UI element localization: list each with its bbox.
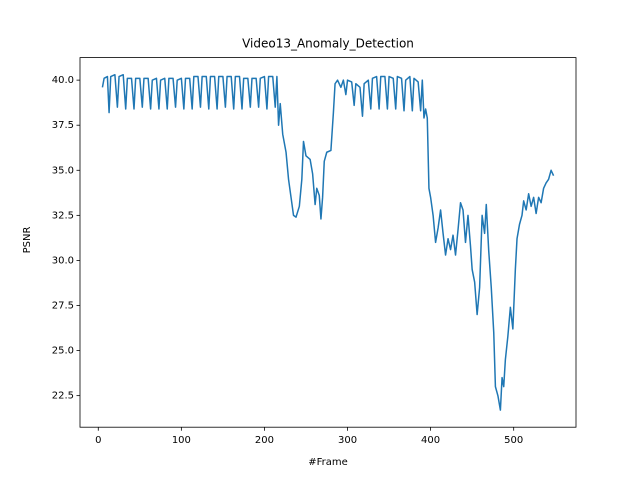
- y-tick-label: 22.5: [52, 391, 74, 402]
- x-tick-label: 300: [338, 435, 357, 446]
- x-tick-label: 100: [172, 435, 191, 446]
- line-series: [101, 73, 555, 411]
- y-tick-label: 27.5: [52, 301, 74, 312]
- y-tick-label: 37.5: [52, 120, 74, 131]
- y-tick-label: 40.0: [52, 75, 74, 86]
- x-axis-label: #Frame: [308, 457, 348, 468]
- y-tick-label: 32.5: [52, 210, 74, 221]
- y-tick-label: 25.0: [52, 346, 74, 357]
- y-tick-label: 35.0: [52, 165, 74, 176]
- x-tick-label: 500: [504, 435, 523, 446]
- y-tick-label: 30.0: [52, 255, 74, 266]
- plot-frame: [79, 57, 577, 428]
- x-tick-label: 200: [255, 435, 274, 446]
- y-axis-label: PSNR: [22, 227, 33, 254]
- x-tick-label: 0: [95, 435, 101, 446]
- x-tick-label: 400: [421, 435, 440, 446]
- chart-title: Video13_Anomaly_Detection: [242, 37, 414, 51]
